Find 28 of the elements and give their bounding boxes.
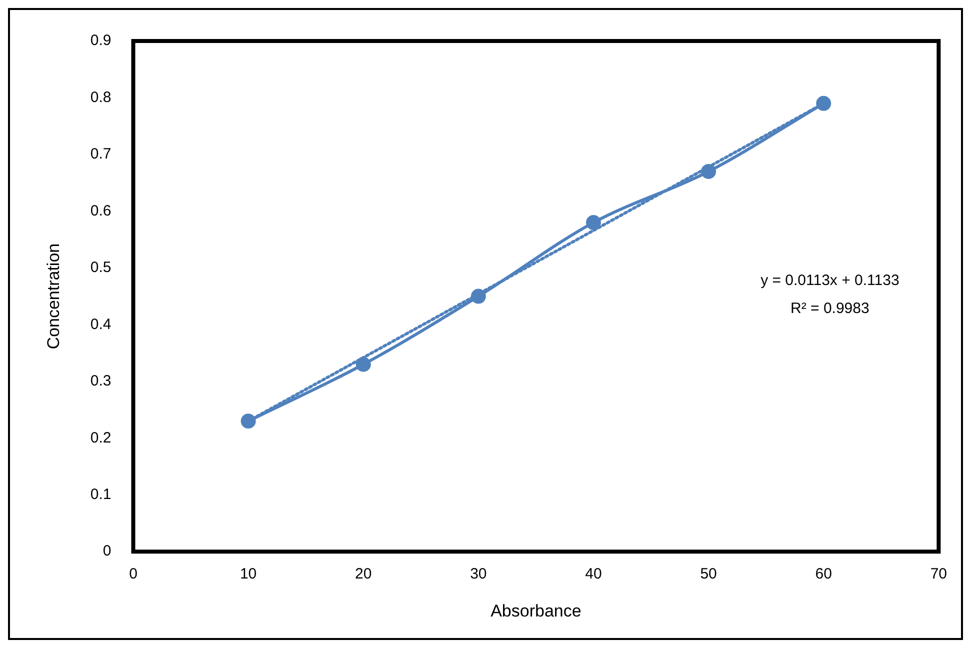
y-tick-label: 0.5 — [90, 259, 112, 276]
point — [816, 96, 832, 111]
y-axis-title: Concentration — [44, 243, 63, 350]
x-tick-label: 0 — [129, 566, 138, 583]
point — [470, 288, 486, 304]
point — [240, 414, 256, 429]
y-tick-label: 0.9 — [90, 32, 112, 50]
x-tick-label: 30 — [470, 566, 487, 583]
y-tick-label: 0.3 — [90, 372, 112, 390]
point — [356, 356, 371, 372]
point — [586, 215, 601, 230]
y-tick-label: 0.7 — [90, 146, 112, 163]
x-tick-label: 60 — [815, 566, 832, 583]
point — [701, 164, 716, 179]
y-tick-label: 0.8 — [90, 88, 112, 106]
x-axis-title: Absorbance — [490, 601, 582, 620]
annotation: y = 0.0113x + 0.1133 — [760, 272, 900, 290]
x-tick-label: 40 — [585, 566, 602, 583]
y-tick-label: 0.6 — [90, 202, 112, 220]
x-tick-label: 50 — [700, 566, 717, 583]
y-tick-label: 0 — [102, 542, 112, 560]
annotation: R² = 0.9983 — [790, 300, 870, 318]
y-tick-label: 0.1 — [90, 486, 112, 504]
x-tick-label: 20 — [355, 566, 372, 583]
x-tick-label: 70 — [930, 566, 947, 583]
x-tick-label: 10 — [240, 566, 257, 583]
y-tick-label: 0.4 — [90, 316, 112, 333]
y-tick-label: 0.2 — [90, 429, 112, 446]
